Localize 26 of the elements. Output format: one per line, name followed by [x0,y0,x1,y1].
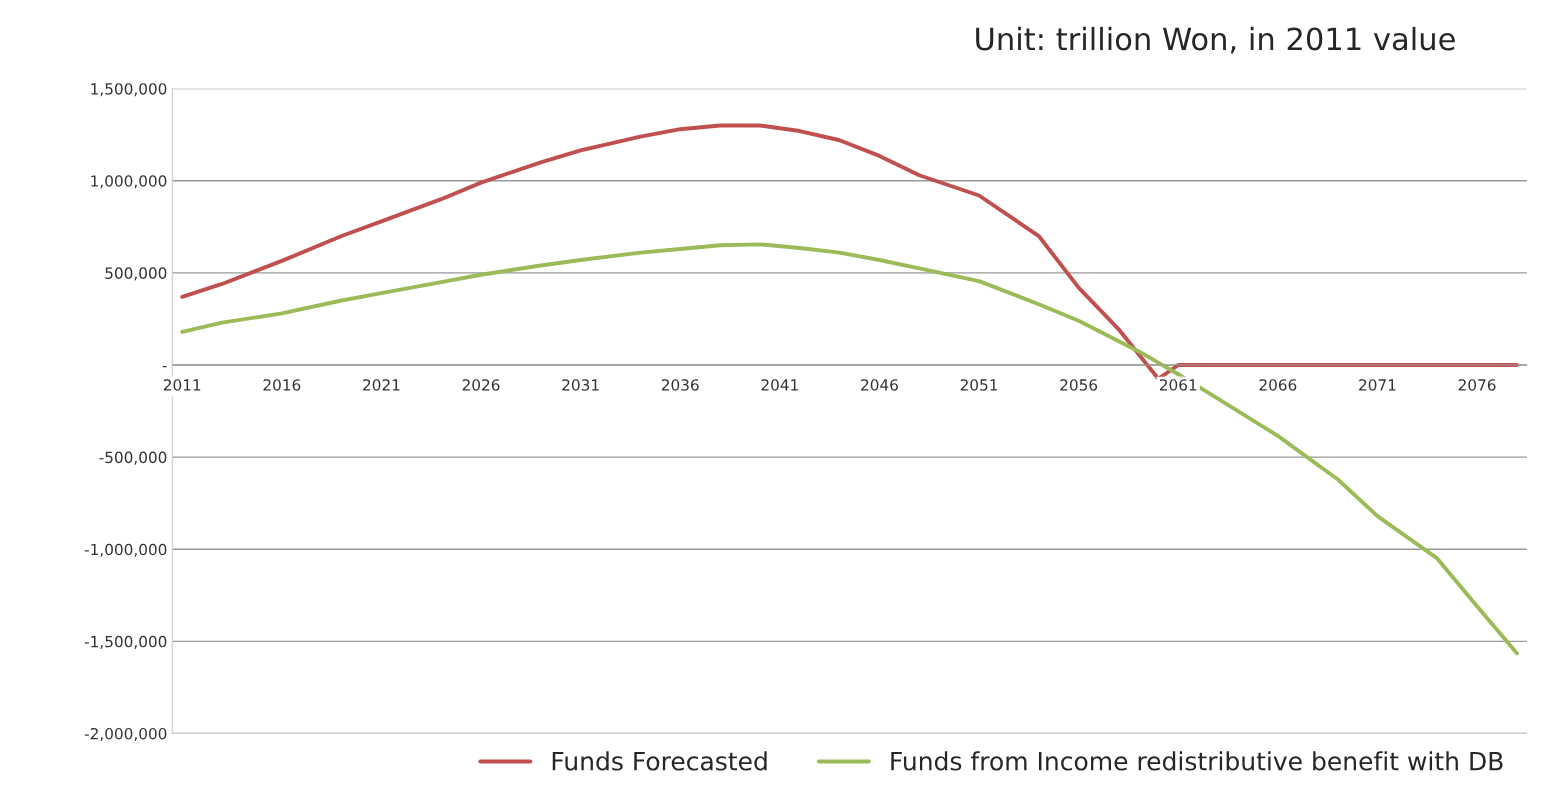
y-tick-label: -1,000,000 [84,543,167,557]
y-tick-label: 1,000,000 [91,175,167,189]
x-tick-label: 2071 [1359,379,1396,391]
x-tick-label: 2031 [562,379,599,391]
y-tick-label: - [162,366,167,368]
x-tick-label: 2041 [761,379,798,391]
x-tick-label: 2021 [363,379,400,391]
x-tick-label: 2051 [960,379,998,391]
x-tick-label: 2076 [1458,379,1496,391]
x-tick-label: 2066 [1259,379,1297,391]
x-tick-label: 2036 [661,379,699,391]
x-tick-label: 2011 [163,379,201,391]
line-series [180,123,1519,381]
text: Unit: trillion Won, in 2011 value [976,26,1455,54]
y-tick-label: -2,000,000 [84,727,167,742]
legend-label: Funds from Income redistributive benefit with DB [891,751,1503,771]
x-tick-label: 2016 [263,379,301,391]
x-tick-label: 2046 [861,379,898,391]
x-tick-label: 2056 [1060,379,1098,391]
x-tick-label: 2061 [1159,379,1197,391]
y-tick-label: -500,000 [99,451,167,465]
y-tick-label: -1,500,000 [84,635,167,649]
legend-label: Funds Forecasted [552,751,767,771]
y-tick-label: 1,500,000 [91,83,167,97]
y-tick-label: 500,000 [105,267,167,281]
x-tick-label: 2026 [462,379,500,391]
